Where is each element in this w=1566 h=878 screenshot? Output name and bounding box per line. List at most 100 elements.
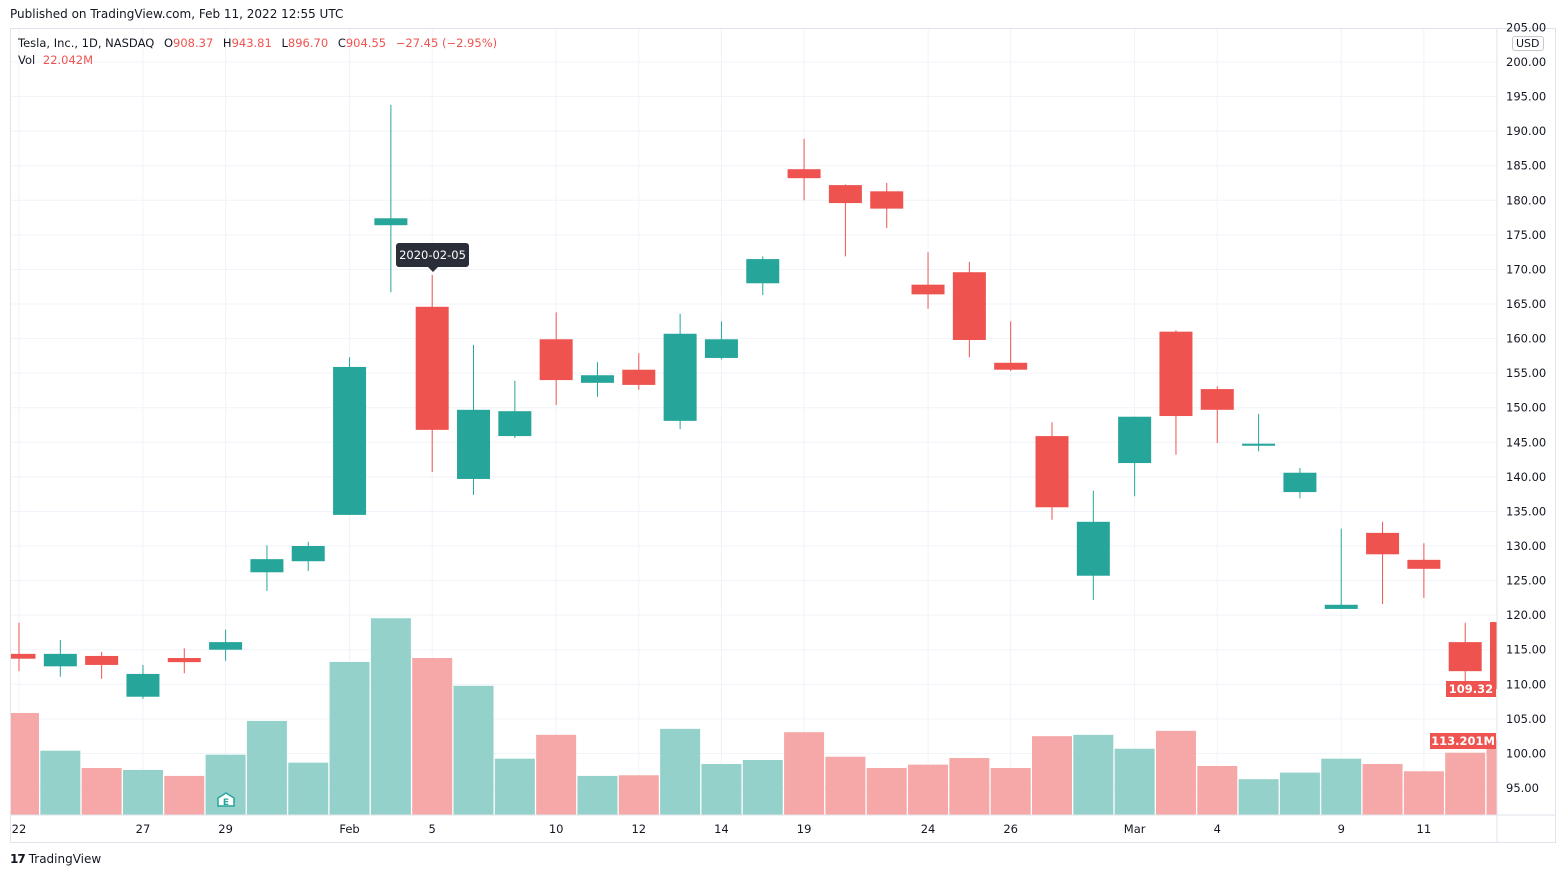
volume-bar xyxy=(1321,758,1362,815)
time-tick-label: 27 xyxy=(136,822,151,836)
candle-body xyxy=(746,259,780,284)
volume-bar xyxy=(1362,763,1403,815)
candle-body xyxy=(291,546,325,562)
time-tick-label: 26 xyxy=(1003,822,1018,836)
volume-bar xyxy=(536,734,577,815)
earnings-icon-letter: E xyxy=(223,798,229,808)
price-tick-label: 100.00 xyxy=(1506,746,1546,760)
candle-body xyxy=(704,339,738,358)
candle-body xyxy=(787,169,821,179)
candle-body xyxy=(1407,559,1441,569)
volume-bar xyxy=(784,732,825,815)
candle-body xyxy=(1490,622,1497,689)
price-tick-label: 160.00 xyxy=(1506,332,1546,346)
price-tick-label: 170.00 xyxy=(1506,262,1546,276)
candle-body xyxy=(1283,472,1317,493)
brand-name: TradingView xyxy=(28,852,102,866)
candle-body xyxy=(1366,532,1400,555)
time-tick-label: 9 xyxy=(1338,822,1345,836)
volume-bar xyxy=(825,756,866,815)
volume-bar xyxy=(1238,779,1279,815)
time-tick-label: 10 xyxy=(549,822,564,836)
tradingview-logo-icon: 17 xyxy=(10,852,26,866)
price-tick-label: 130.00 xyxy=(1506,539,1546,553)
candle-body xyxy=(1242,443,1276,446)
volume-bar xyxy=(1114,748,1155,815)
volume-label: Vol xyxy=(18,53,36,67)
chart-frame xyxy=(10,28,1556,843)
volume-bar xyxy=(1445,752,1486,815)
change-value: −27.45 (−2.95%) xyxy=(395,36,498,50)
volume-bar xyxy=(370,618,411,815)
volume-bar xyxy=(412,657,453,815)
price-tick-label: 180.00 xyxy=(1506,193,1546,207)
currency-badge[interactable]: USD xyxy=(1512,36,1544,51)
earnings-icon: E xyxy=(217,792,235,808)
candle-body xyxy=(333,366,367,515)
volume-bar xyxy=(81,767,122,815)
open-value: 908.37 xyxy=(173,36,214,50)
time-tick-label: 24 xyxy=(921,822,936,836)
price-tick-label: 150.00 xyxy=(1506,401,1546,415)
volume-bar xyxy=(1486,740,1497,815)
close-label: C xyxy=(337,36,346,50)
price-tick-label: 120.00 xyxy=(1506,608,1546,622)
volume-bar xyxy=(701,763,742,815)
volume-bar xyxy=(577,775,618,815)
volume-bar xyxy=(453,685,494,815)
high-value: 943.81 xyxy=(231,36,272,50)
price-tick-label: 145.00 xyxy=(1506,435,1546,449)
time-tick-label: 19 xyxy=(797,822,812,836)
time-tick-label: Mar xyxy=(1124,822,1146,836)
price-tick-label: 110.00 xyxy=(1506,677,1546,691)
symbol-title[interactable]: Tesla, Inc., 1D, NASDAQ xyxy=(18,36,155,50)
volume-bar xyxy=(908,764,949,815)
time-tick-label: 29 xyxy=(218,822,233,836)
candle-body xyxy=(126,673,160,697)
candle-body xyxy=(1118,416,1152,464)
price-tick-label: 165.00 xyxy=(1506,297,1546,311)
price-tick-label: 115.00 xyxy=(1506,643,1546,657)
price-tick-label: 205.00 xyxy=(1506,20,1546,34)
volume-bar xyxy=(990,767,1031,815)
candle-body xyxy=(1035,436,1069,508)
volume-bar xyxy=(618,775,659,815)
candle-body xyxy=(85,655,119,665)
low-value: 896.70 xyxy=(287,36,329,50)
candles: E xyxy=(11,104,1497,808)
volume-bar xyxy=(11,712,39,815)
volume-bar xyxy=(1279,772,1320,815)
candle-body xyxy=(911,284,945,295)
candle-body xyxy=(1076,521,1110,576)
last-price-label: 109.32 xyxy=(1446,681,1496,697)
last-volume-label: 113.201M xyxy=(1430,733,1496,749)
time-tick-label: 14 xyxy=(714,822,729,836)
time-tick-label: 22 xyxy=(12,822,27,836)
price-tick-label: 95.00 xyxy=(1506,781,1539,795)
volume-bar xyxy=(164,775,205,815)
volume-bar xyxy=(329,661,370,815)
candle-body xyxy=(1324,604,1358,609)
tradingview-logo[interactable]: 17 TradingView xyxy=(10,852,101,866)
price-tick-label: 125.00 xyxy=(1506,574,1546,588)
candle-body xyxy=(539,339,573,381)
candle-body xyxy=(1200,389,1234,410)
volume-bar xyxy=(1197,765,1238,815)
price-tick-label: 190.00 xyxy=(1506,124,1546,138)
volume-bar xyxy=(122,769,163,815)
time-tick-label: 5 xyxy=(429,822,436,836)
price-tick-label: 200.00 xyxy=(1506,55,1546,69)
symbol-legend: Tesla, Inc., 1D, NASDAQ O908.37 H943.81 … xyxy=(18,35,497,69)
time-tick-label: Feb xyxy=(339,822,359,836)
price-axis[interactable]: 205.00 200.00 195.00 190.00 185.00 180.00 175.… xyxy=(1506,20,1546,795)
candle-body xyxy=(1159,331,1193,417)
price-tick-label: 135.00 xyxy=(1506,504,1546,518)
time-tick-label: 11 xyxy=(1417,822,1432,836)
candle-body xyxy=(374,218,408,226)
volume-bar xyxy=(40,750,81,815)
volume-bar xyxy=(866,767,907,815)
candle-body xyxy=(457,409,491,479)
time-axis[interactable]: 22 27 29 Feb 5 10 12 14 19 24 26 Mar 4 9 11 xyxy=(12,822,1432,836)
price-tick-label: 155.00 xyxy=(1506,366,1546,380)
